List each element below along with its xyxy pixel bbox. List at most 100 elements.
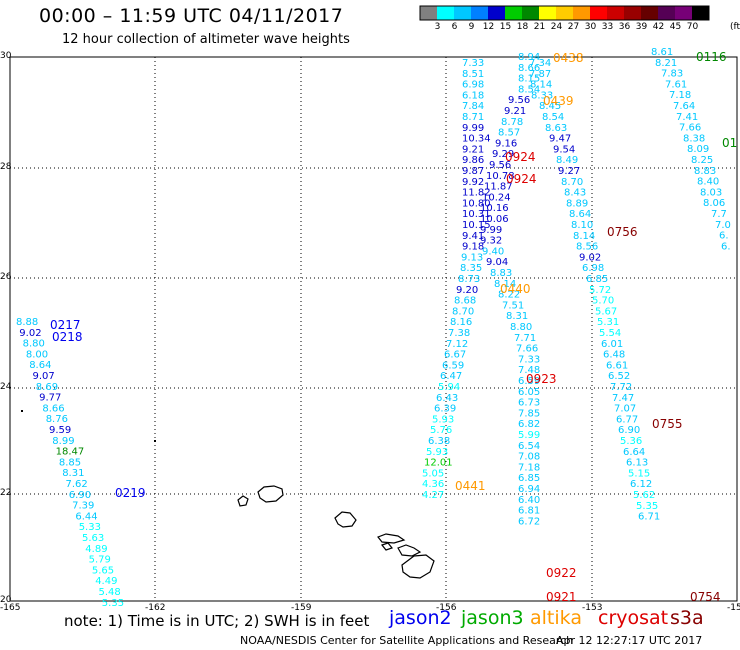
wave-height-value: 11.87 [484,182,513,193]
wave-height-value: 7.39 [72,501,94,512]
latitude-label: 30 [0,51,12,61]
wave-height-value: 6.52 [608,371,630,382]
wave-height-value: 7.41 [676,112,698,123]
footnote: note: 1) Time is in UTC; 2) SWH is in fe… [64,612,370,630]
wave-height-value: 8.15 [518,74,540,85]
map-grid [9,56,738,602]
wave-height-value: 6.73 [518,398,540,409]
wave-height-value: 8.31 [62,468,84,479]
wave-height-value: 7.18 [669,90,691,101]
wave-height-value: 7.61 [665,79,687,90]
island-outline [257,485,284,503]
wave-height-value: 8.68 [454,296,476,307]
wave-height-value: 8.94 [518,52,540,63]
mission-jason2: jason2 [389,607,452,629]
scale-swatch [641,6,658,20]
wave-height-value: 8.45 [539,101,561,112]
islet-dot [21,410,23,412]
wave-height-value: 9.41 [462,231,484,242]
scale-tick-label: 27 [567,22,580,32]
pass-time-label: 0116 [696,50,727,64]
island-outline [380,542,394,551]
scale-swatch [624,6,641,20]
wave-height-value: 7.84 [462,101,484,112]
wave-height-value: 6.81 [518,506,540,517]
latitude-label: 22 [0,488,12,498]
wave-height-value: 8.06 [703,198,725,209]
wave-height-value: 7.83 [661,69,683,80]
wave-height-value: 7.33 [518,354,540,365]
wave-height-value: 7.33 [462,58,484,69]
wave-height-value: 8.40 [697,177,719,188]
wave-height-value: 6.38 [428,436,450,447]
latitude-label: 26 [0,272,12,282]
wave-height-value: 9.99 [480,225,502,236]
wave-height-value: 5.94 [438,382,460,393]
wave-height-value: 9.54 [553,144,575,155]
wave-height-value: 8.80 [510,322,532,333]
mission-jason3: jason3 [461,607,524,629]
wave-height-value: 8.71 [462,112,484,123]
wave-height-value: 6.72 [518,516,540,527]
pass-time-label: 0218 [52,330,83,344]
wave-height-value: 6.94 [518,484,540,495]
scale-tick-label: 36 [618,22,631,32]
scale-tick-label: 24 [550,22,563,32]
pass-time-label: 01 [722,136,737,150]
wave-height-value: 8.43 [564,188,586,199]
wave-height-value: 7.71 [514,333,536,344]
wave-height-value: 4.36 [422,479,444,490]
wave-height-value: 6.90 [618,425,640,436]
wave-height-value: 4.27 [422,490,444,501]
island-outline [377,533,406,544]
wave-height-value: 8.03 [700,187,722,198]
pass-time-label: 0756 [607,225,638,239]
mission-altika: altika [530,607,582,629]
wave-height-value: 6.59 [442,360,464,371]
wave-height-value: 10.80 [462,198,491,209]
scale-tick-label: 70 [686,22,699,32]
wave-height-value: 8.25 [691,155,713,166]
scale-swatch [488,6,505,20]
wave-height-value: 8.64 [569,209,591,220]
pass-time-label: 0754 [690,590,721,604]
scale-tick-label: 15 [499,22,512,32]
pass-time-label: 0219 [115,486,146,500]
wave-height-value: 8.14 [530,80,552,91]
wave-height-value: 9.02 [579,252,601,263]
credit-line: NOAA/NESDIS Center for Satellite Applica… [240,634,574,647]
wave-height-value: 8.38 [683,133,705,144]
wave-height-value: 7.07 [614,404,636,415]
wave-height-value: 5.15 [628,468,650,479]
wave-height-value: 5.05 [422,468,444,479]
altimeter-tracks: 8.889.028.808.008.649.078.699.778.668.76… [16,47,731,609]
scale-swatch [590,6,607,20]
wave-height-value: 5.62 [633,490,655,501]
wave-height-value: 9.21 [462,144,484,155]
scale-swatch [556,6,573,20]
wave-height-value: 7.66 [679,123,701,134]
wave-height-value: 8.57 [498,128,520,139]
wave-height-value: 9.21 [504,106,526,117]
wave-height-value: 6.40 [518,495,540,506]
island-outline [401,554,435,579]
wave-height-value: 8.00 [26,349,48,360]
wave-height-value: 8.51 [462,69,484,80]
wave-height-value: 5.93 [432,414,454,425]
wave-height-value: 9.77 [39,393,61,404]
pass-time-label: 0438 [553,51,584,65]
wave-height-value: 9.20 [456,285,478,296]
pass-time-label: 0441 [455,479,486,493]
wave-height-value: 5.76 [430,425,452,436]
scale-tick-label: 18 [516,22,529,32]
wave-height-value: 6.98 [582,263,604,274]
wave-height-value: 6.77 [616,414,638,425]
wave-height-value: 7.0 [715,220,731,231]
wave-height-value: 9.99 [462,123,484,134]
wave-height-value: 5.70 [592,296,614,307]
wave-height-value: 9.04 [486,257,508,268]
page-title: 00:00 – 11:59 UTC 04/11/2017 [39,5,344,27]
wave-height-value: 12.01 [424,458,453,469]
wave-height-value: 7.7 [711,209,727,220]
